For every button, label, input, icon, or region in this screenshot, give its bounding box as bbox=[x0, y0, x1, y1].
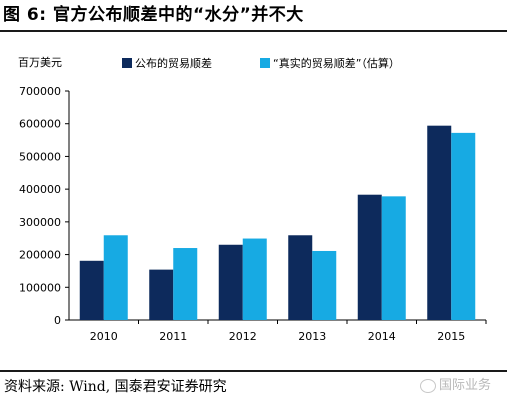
bar-series-2-2010 bbox=[103, 235, 128, 320]
bar-chart: 百万美元 公布的贸易顺差 “真实的贸易顺差”（估算） 0 100000 200000… bbox=[18, 56, 487, 343]
chart-legend: 公布的贸易顺差 “真实的贸易顺差”（估算） bbox=[122, 56, 400, 70]
bar-series-1-2012 bbox=[218, 244, 243, 320]
y-tick-label: 600000 bbox=[19, 118, 61, 131]
bar-series-2-2014 bbox=[381, 196, 406, 320]
watermark-text: 国际业务 bbox=[439, 378, 492, 393]
x-tick-label: 2015 bbox=[437, 330, 465, 343]
y-tick-label: 0 bbox=[54, 314, 61, 327]
legend-swatch-series-2 bbox=[260, 58, 270, 68]
y-tick-label: 500000 bbox=[19, 150, 61, 163]
legend-label-series-1: 公布的贸易顺差 bbox=[135, 56, 212, 70]
x-tick-label: 2011 bbox=[159, 330, 187, 343]
wechat-icon bbox=[420, 378, 436, 393]
source-note: 资料来源: Wind, 国泰君安证券研究 bbox=[4, 379, 227, 395]
y-unit-label: 百万美元 bbox=[18, 56, 62, 69]
bar-series-1-2015 bbox=[427, 125, 452, 320]
bar-series-1-2010 bbox=[79, 260, 104, 320]
bar-series-2-2012 bbox=[242, 238, 267, 320]
x-axis-ticks: 2010 2011 2012 2013 2014 2015 bbox=[90, 320, 487, 343]
y-tick-label: 700000 bbox=[19, 85, 61, 98]
legend-swatch-series-1 bbox=[122, 58, 132, 68]
x-tick-label: 2014 bbox=[368, 330, 396, 343]
y-axis-ticks: 0 100000 200000 300000 400000 500000 600000 700… bbox=[19, 85, 69, 327]
bars-group bbox=[79, 125, 476, 320]
title-rule bbox=[0, 30, 507, 32]
figure-title: 图 6: 官方公布顺差中的“水分”并不大 bbox=[3, 5, 304, 25]
bar-series-2-2011 bbox=[173, 248, 198, 320]
legend-label-series-2: “真实的贸易顺差”（估算） bbox=[273, 56, 400, 70]
bar-series-2-2013 bbox=[312, 250, 337, 320]
y-tick-label: 100000 bbox=[19, 281, 61, 294]
watermark: 国际业务 bbox=[420, 374, 491, 393]
bar-series-1-2014 bbox=[357, 194, 382, 320]
footer-rule bbox=[0, 370, 507, 372]
bar-series-2-2015 bbox=[451, 132, 476, 320]
x-tick-label: 2010 bbox=[90, 330, 118, 343]
y-tick-label: 400000 bbox=[19, 183, 61, 196]
bar-series-1-2011 bbox=[149, 269, 174, 320]
x-tick-label: 2013 bbox=[298, 330, 326, 343]
y-tick-label: 200000 bbox=[19, 249, 61, 262]
bar-series-1-2013 bbox=[288, 235, 313, 320]
y-tick-label: 300000 bbox=[19, 216, 61, 229]
x-tick-label: 2012 bbox=[229, 330, 257, 343]
